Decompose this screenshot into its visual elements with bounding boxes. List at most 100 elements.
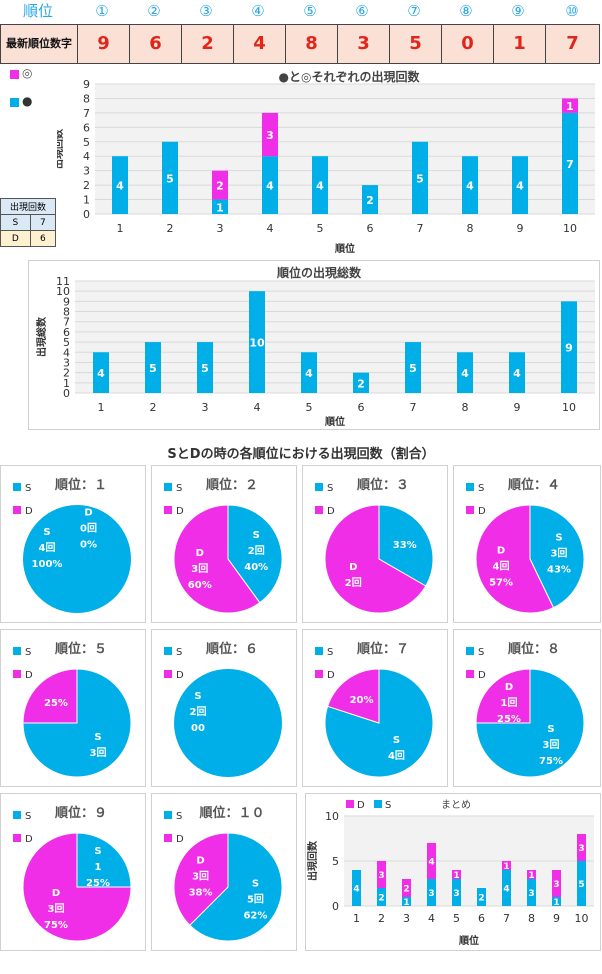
pie-data-label: S (252, 878, 259, 889)
bar (562, 98, 578, 113)
x-tick-label: 9 (514, 401, 521, 414)
legend-label: S (176, 647, 182, 658)
bar (412, 141, 428, 214)
data-label: 3 (528, 889, 534, 899)
latest-digit-cell: 1 (493, 25, 545, 63)
pie-data-label: 4回 (39, 542, 56, 554)
pie-data-label: S (253, 530, 260, 541)
pie-data-label: 2回 (248, 545, 265, 557)
latest-digits-row: 最新順位数字 9 6 2 4 8 3 5 0 1 7 (0, 24, 600, 64)
data-label: 1 (216, 201, 224, 214)
bar (452, 870, 461, 879)
bar (312, 156, 328, 214)
data-label: 5 (149, 362, 157, 375)
data-label: 7 (566, 158, 574, 171)
stacked-count-chart-panel: ●と◎それぞれの出現回数 0 1 2 3 4 5 6 7 8 9 順位 出現回数 1 4 2 5 3 1 2 4 4 3 5 4… (52, 66, 600, 255)
legend-label: D (478, 670, 486, 681)
pie-data-label: 1回 (501, 697, 518, 709)
pie-data-label: S (547, 724, 554, 735)
bar (212, 199, 228, 214)
legend-swatch (13, 670, 21, 678)
x-tick-label: 1 (353, 912, 360, 925)
pie-title: 順位：３ (357, 477, 409, 493)
bar (405, 342, 421, 393)
legend-swatch-magenta (10, 70, 19, 79)
x-tick-label: 7 (503, 912, 510, 925)
pie-slice (174, 669, 282, 777)
x-tick-label: 10 (562, 401, 576, 414)
y-tick-label: 7 (63, 316, 70, 329)
pie-slice (475, 504, 555, 614)
data-label: 5 (409, 362, 417, 375)
x-tick-label: 9 (553, 912, 560, 925)
pie-slice (22, 832, 132, 942)
pie-data-label: 5回 (247, 893, 264, 905)
pie-slice (529, 504, 585, 609)
plot-area (95, 84, 595, 214)
y-tick-label: 1 (83, 194, 90, 207)
data-label: 4 (428, 858, 434, 868)
mini-table-key: D (0, 230, 31, 247)
data-label: 4 (305, 367, 313, 380)
pie-title: 順位：１０ (199, 805, 264, 821)
x-tick-label: 8 (462, 401, 469, 414)
pie-data-label: S (194, 691, 201, 702)
bar (93, 352, 109, 393)
pie-chart: S D 順位：８ S 3回 75% D 1回 25% (466, 641, 585, 778)
legend-swatch (164, 811, 172, 819)
data-label: 2 (366, 194, 374, 207)
data-label: 5 (201, 362, 209, 375)
rank-header-cell: ② (147, 2, 161, 20)
data-label: 1 (528, 871, 534, 881)
pie-data-label: 25% (86, 878, 110, 889)
latest-digit-cell: 5 (389, 25, 441, 63)
top-legend: ◎ ● (10, 66, 50, 120)
pie-data-label: 57% (489, 578, 513, 589)
data-label: 4 (97, 367, 105, 380)
pie-data-label: S (43, 527, 50, 538)
data-label: 3 (453, 889, 459, 899)
legend-label: S (176, 483, 182, 494)
x-tick-label: 2 (167, 222, 174, 235)
y-tick-label: 8 (83, 92, 90, 105)
pie-panel-rank-2: S D 順位：２ S 2回 40% D 3回 60% (151, 465, 297, 623)
x-tick-label: 6 (367, 222, 374, 235)
appearance-count-table: 出現回数 S 7 D 6 (0, 198, 57, 247)
legend-label: S (25, 811, 31, 822)
x-tick-label: 5 (453, 912, 460, 925)
bar (527, 870, 536, 879)
legend-swatch (13, 834, 21, 842)
legend-label: S (327, 647, 333, 658)
x-tick-label: 7 (410, 401, 417, 414)
x-tick-label: 3 (403, 912, 410, 925)
legend-label: D (478, 506, 486, 517)
y-tick-label: 9 (63, 295, 70, 308)
pie-panel-rank-10: S D 順位：１０ S 5回 62% D 3回 38% (151, 793, 297, 951)
pie-data-label: 3回 (192, 871, 209, 883)
rank-header-cell: ⑩ (565, 2, 579, 20)
pie-data-label: D (84, 508, 92, 519)
x-tick-label: 2 (378, 912, 385, 925)
x-tick-label: 1 (117, 222, 124, 235)
pie-panel-rank-6: S D 順位：６ S 2回 00 (151, 629, 297, 787)
legend-marker-dot: ● (22, 94, 33, 108)
legend-swatch (13, 483, 21, 491)
y-tick-label: 6 (83, 121, 90, 134)
pie-data-label: 43% (547, 564, 571, 575)
bar (402, 897, 411, 906)
latest-digit-cell: 2 (181, 25, 233, 63)
data-label: 2 (378, 894, 384, 904)
bar (145, 342, 161, 393)
data-label: 1 (566, 100, 574, 113)
legend-label: S (478, 483, 484, 494)
data-label: 10 (249, 337, 265, 350)
pie-chart: S D 順位：９ S 1 25% D 3回 75% (13, 805, 132, 942)
bar (552, 897, 561, 906)
data-label: 4 (353, 885, 359, 895)
data-label: 3 (378, 871, 384, 881)
data-label: 4 (116, 180, 124, 193)
pie-slice (173, 504, 261, 614)
legend-label: D (327, 506, 335, 517)
bar (262, 156, 278, 214)
